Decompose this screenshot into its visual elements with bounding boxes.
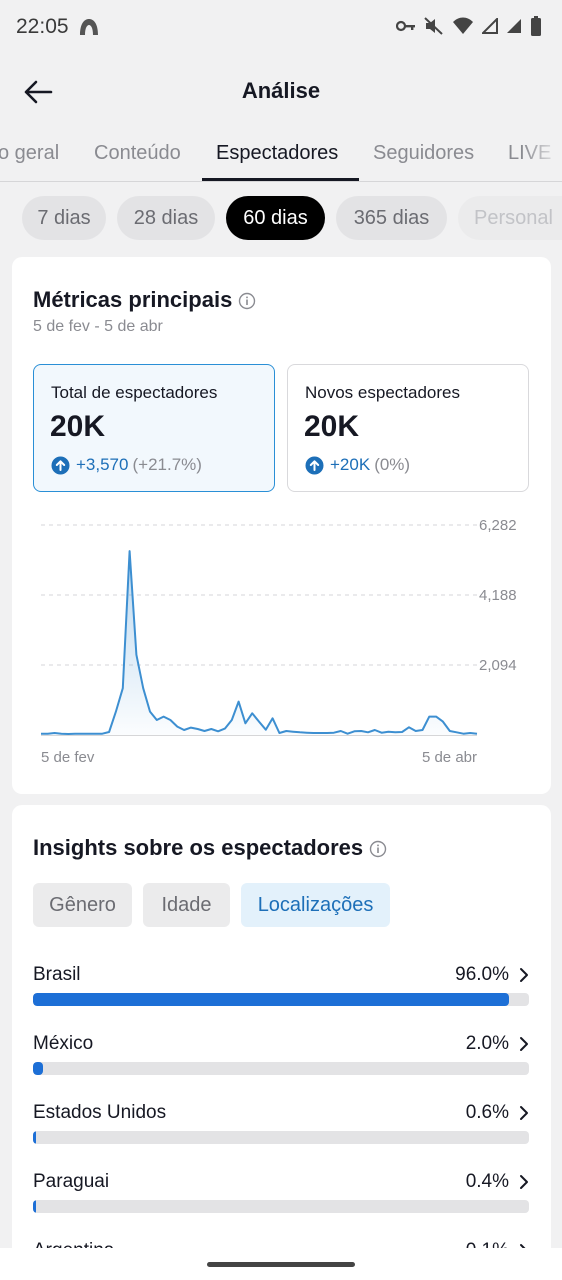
location-percent: 0.6% (465, 1102, 509, 1123)
status-icons (396, 16, 542, 36)
tab-active-indicator (202, 178, 359, 181)
vpn-key-icon (396, 20, 415, 32)
period-filter: 7 dias 28 dias 60 dias 365 dias Personal (0, 196, 562, 242)
signal-icon (482, 18, 498, 34)
tab-overview[interactable]: o geral (0, 142, 60, 164)
location-row[interactable]: Brasil 96.0% (33, 964, 529, 1024)
location-bar-track (33, 1131, 529, 1144)
total-viewers-card[interactable]: Total de espectadores 20K +3,570 (+21.7%… (33, 364, 275, 492)
arrow-left-icon (24, 80, 53, 104)
key-metrics-card: Métricas principais 5 de fev - 5 de abr … (12, 257, 551, 794)
location-percent: 96.0% (455, 964, 509, 985)
total-viewers-change-value: +3,570 (76, 455, 129, 474)
tabs-fade (522, 128, 562, 180)
location-bar-fill (33, 1131, 36, 1144)
status-time: 22:05 (16, 15, 69, 38)
total-viewers-value: 20K (50, 410, 106, 443)
location-bar-track (33, 993, 529, 1006)
chart-series-line (41, 550, 478, 735)
location-name: México (33, 1033, 94, 1054)
page-title: Análise (241, 78, 321, 103)
key-metrics-title: Métricas principais (33, 287, 256, 313)
tab-content[interactable]: Conteúdo (94, 142, 181, 164)
key-metrics-title-text: Métricas principais (33, 287, 233, 312)
chip-7-days[interactable]: 7 dias (22, 196, 106, 240)
viewers-line-chart: 6,282 4,188 2,094 5 de fev 5 de abr (12, 515, 551, 775)
mute-icon (424, 17, 443, 35)
location-name: Brasil (33, 964, 81, 985)
total-viewers-label: Total de espectadores (51, 383, 218, 402)
info-icon[interactable] (238, 292, 256, 310)
home-indicator[interactable] (207, 1262, 355, 1267)
total-viewers-change: +3,570 (+21.7%) (51, 455, 202, 475)
chevron-right-icon (520, 968, 528, 982)
x-tick-label: 5 de abr (422, 749, 477, 766)
x-tick-label: 5 de fev (41, 749, 95, 766)
y-tick-label: 2,094 (479, 657, 517, 674)
location-bar-fill (33, 1062, 43, 1075)
signal-r-icon (507, 19, 521, 33)
arrow-up-circle-icon (51, 456, 70, 474)
segment-locations[interactable]: Localizações (241, 883, 390, 927)
tab-followers[interactable]: Seguidores (373, 142, 475, 164)
location-name: Estados Unidos (33, 1102, 167, 1123)
y-tick-label: 4,188 (479, 587, 517, 604)
chip-28-days[interactable]: 28 dias (117, 196, 215, 240)
location-row[interactable]: México 2.0% (33, 1033, 529, 1093)
app-notification-icon (80, 19, 98, 35)
wifi-icon (453, 17, 473, 34)
new-viewers-value: 20K (304, 410, 360, 443)
date-range: 5 de fev - 5 de abr (33, 318, 163, 335)
chart-area (41, 551, 477, 735)
segment-age[interactable]: Idade (143, 883, 230, 927)
viewer-insights-title-text: Insights sobre os espectadores (33, 835, 364, 860)
info-icon[interactable] (369, 840, 387, 858)
location-bar-track (33, 1062, 529, 1075)
y-tick-label: 6,282 (479, 517, 517, 534)
back-button[interactable] (18, 72, 58, 112)
new-viewers-change-value: +20K (330, 455, 371, 474)
chevron-right-icon (520, 1175, 528, 1189)
location-bar-fill (33, 1200, 36, 1213)
battery-icon (531, 16, 541, 36)
arrow-up-circle-icon (305, 456, 324, 474)
tab-bar: o geral Conteúdo Espectadores Seguidores… (0, 128, 562, 182)
location-bar-track (33, 1200, 529, 1213)
location-percent: 2.0% (465, 1033, 509, 1054)
new-viewers-change-pct: (0%) (374, 455, 411, 474)
location-row[interactable]: Estados Unidos 0.6% (33, 1102, 529, 1162)
chip-365-days[interactable]: 365 dias (336, 196, 447, 240)
chevron-right-icon (520, 1037, 528, 1051)
chip-60-days[interactable]: 60 dias (226, 196, 325, 240)
total-viewers-change-pct: (+21.7%) (132, 455, 202, 474)
location-bar-fill (33, 993, 509, 1006)
tab-viewers[interactable]: Espectadores (216, 142, 339, 164)
segment-gender[interactable]: Gênero (33, 883, 132, 927)
new-viewers-label: Novos espectadores (305, 383, 460, 402)
status-bar: 22:05 (0, 0, 562, 56)
new-viewers-card[interactable]: Novos espectadores 20K +20K (0%) (287, 364, 529, 492)
viewer-insights-title: Insights sobre os espectadores (33, 835, 387, 861)
location-row[interactable]: Paraguai 0.4% (33, 1171, 529, 1231)
chevron-right-icon (520, 1106, 528, 1120)
header: Análise (0, 56, 562, 126)
location-name: Paraguai (33, 1171, 110, 1192)
new-viewers-change: +20K (0%) (305, 455, 410, 475)
chip-custom[interactable]: Personal (458, 196, 562, 240)
viewer-insights-card: Insights sobre os espectadores Gênero Id… (12, 805, 551, 1280)
chart-svg: 6,282 4,188 2,094 5 de fev 5 de abr (41, 517, 517, 766)
location-percent: 0.4% (465, 1171, 509, 1192)
